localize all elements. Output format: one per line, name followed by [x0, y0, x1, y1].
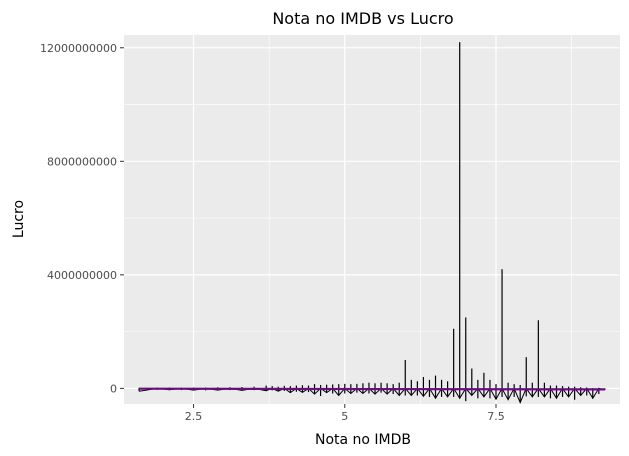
y-axis-title: Lucro [11, 200, 27, 238]
x-tick-label: 2.5 [185, 410, 203, 423]
x-axis-title: Nota no IMDB [315, 432, 411, 448]
y-tick-label: 12000000000 [40, 42, 117, 55]
y-tick-label: 0 [110, 382, 117, 395]
y-tick-label: 4000000000 [47, 269, 117, 282]
trend-line [139, 387, 605, 391]
x-tick-label: 7.5 [487, 410, 505, 423]
minor-gridlines [124, 35, 620, 404]
y-axis: 0 4000000000 8000000000 12000000000 [40, 42, 124, 395]
plot-panel [124, 35, 620, 404]
x-tick-label: 5 [341, 410, 348, 423]
chart-title: Nota no IMDB vs Lucro [272, 9, 453, 28]
y-tick-label: 8000000000 [47, 155, 117, 168]
trend-layer [139, 387, 605, 391]
x-axis: 2.5 5 7.5 [185, 404, 505, 423]
